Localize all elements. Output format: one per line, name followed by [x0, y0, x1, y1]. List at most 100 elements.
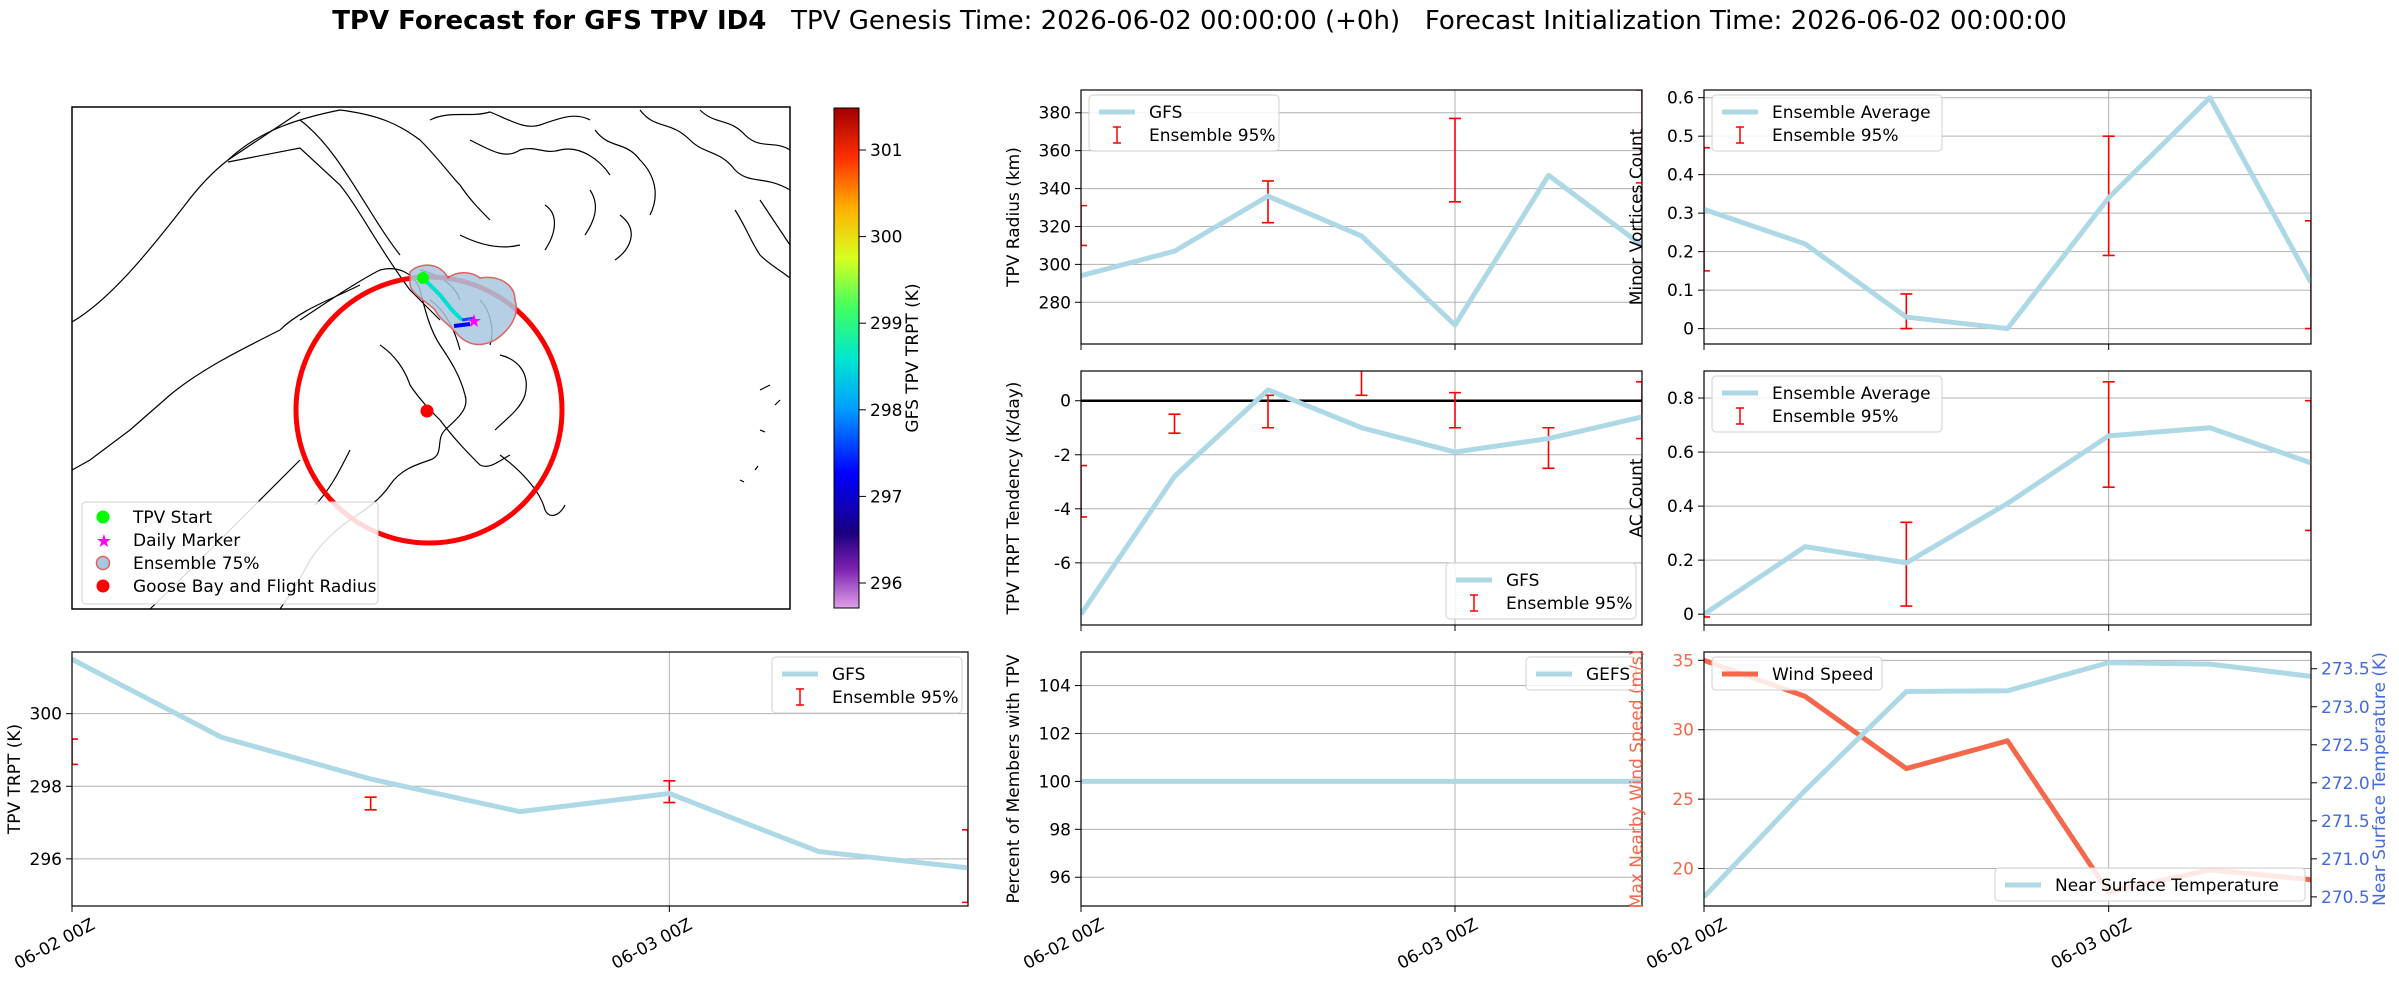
- chart-minor-legend-errorbar-swatch: [1736, 126, 1744, 144]
- chart-tendency-errorbar: [1636, 381, 1642, 440]
- tpv-start-icon: [96, 510, 110, 524]
- chart-wind_temp-ytick-label: 20: [1672, 860, 1694, 880]
- chart-ac-legend-label: Ensemble 95%: [1772, 407, 1899, 427]
- chart-ac-ytick-label: 0: [1683, 605, 1694, 625]
- colorbar-tick-label: 296: [870, 574, 902, 594]
- chart-minor-ytick-label: 0.3: [1667, 204, 1694, 224]
- goose-bay-marker: [420, 404, 434, 418]
- chart-wind_temp: 20 25 30 35 Max Nearby Wind Speed (m/s) 270.5…: [1627, 650, 2390, 974]
- chart-wind_temp-ytick-label: 35: [1672, 651, 1694, 671]
- chart-trpt-legend-label: GFS: [832, 665, 865, 685]
- chart-radius-ytick-label: 320: [1039, 217, 1071, 237]
- chart-tendency-legend: [1445, 562, 1637, 620]
- chart-minor-legend: [1711, 94, 1943, 152]
- chart-wind_temp-ylabel-right: Near Surface Temperature (K): [2370, 652, 2390, 906]
- chart-radius-legend-label: GFS: [1149, 103, 1182, 123]
- colorbar-tick-label: 299: [870, 314, 902, 334]
- figure-title: TPV Forecast for GFS TPV ID4 TPV Genesis…: [0, 6, 2399, 36]
- title-bold: TPV Forecast for GFS TPV ID4: [332, 6, 767, 36]
- chart-wind_temp-ytick-right-label: 273.0: [2321, 698, 2370, 718]
- chart-percent-ytick-label: 100: [1039, 772, 1071, 792]
- chart-minor-errorbar: [1704, 146, 1710, 272]
- chart-wind_temp-legend-label: Near Surface Temperature: [2055, 876, 2279, 896]
- ensemble-75-patch: [409, 264, 517, 346]
- chart-wind_temp-ytick-right-label: 271.5: [2321, 812, 2370, 832]
- chart-radius-errorbar: [1262, 180, 1274, 224]
- tpv-track-segment-2: [461, 316, 476, 322]
- map-legend-box: [81, 501, 379, 605]
- chart-tendency-ylabel: TPV TRPT Tendency (K/day): [1004, 382, 1024, 616]
- chart-percent-legend-label: GEFS: [1586, 665, 1630, 685]
- chart-tendency-ytick-label: -6: [1054, 554, 1071, 574]
- ensemble-75-icon: [95, 555, 111, 571]
- map-legend: ★ TPV Start Daily Marker Ensemble 75% Go…: [81, 501, 379, 605]
- chart-radius-ytick-label: 300: [1039, 255, 1071, 275]
- chart-percent-ytick-label: 102: [1039, 724, 1071, 744]
- chart-ac-legend-errorbar-swatch: [1736, 407, 1744, 425]
- chart-ac-ytick-label: 0.2: [1667, 551, 1694, 571]
- chart-radius: 280 300 320 340 360 380 TPV Radius (km) GFS Ense…: [1004, 89, 1643, 350]
- chart-wind_temp-series-line: [1704, 657, 2311, 895]
- map-legend-label-2: Ensemble 75%: [133, 554, 260, 574]
- chart-minor-errorbar: [2305, 220, 2311, 330]
- colorbar-gradient: [833, 107, 860, 609]
- chart-trpt-legend-label: Ensemble 95%: [832, 688, 959, 708]
- chart-minor-ytick-label: 0.5: [1667, 127, 1694, 147]
- colorbar-tick-label: 297: [870, 487, 902, 507]
- chart-trpt-legend-errorbar-swatch: [796, 688, 804, 706]
- map-legend-label-1: Daily Marker: [133, 531, 240, 551]
- chart-percent-xtick-label: 06-03 00Z: [1394, 915, 1481, 974]
- chart-wind_temp-ytick-right-label: 272.5: [2321, 736, 2370, 756]
- colorbar-label: GFS TPV TRPT (K): [903, 283, 923, 432]
- chart-tendency-ytick-label: -2: [1054, 446, 1071, 466]
- chart-minor-plot: [1704, 95, 2311, 332]
- chart-minor-ytick-label: 0.2: [1667, 243, 1694, 263]
- chart-radius-ytick-label: 360: [1039, 142, 1071, 162]
- chart-minor-ytick-label: 0.1: [1667, 281, 1694, 301]
- chart-ac-legend: [1711, 375, 1943, 433]
- chart-minor-ylabel: Minor Vortices Count: [1627, 128, 1647, 305]
- chart-wind_temp-ytick-label: 30: [1672, 721, 1694, 741]
- chart-radius-legend-label: Ensemble 95%: [1149, 126, 1276, 146]
- map-legend-label-0: TPV Start: [132, 508, 213, 528]
- chart-percent-legend: [1525, 656, 1637, 691]
- chart-percent-xtick-label: 06-02 00Z: [1020, 915, 1107, 974]
- chart-trpt-xtick-label: 06-03 00Z: [609, 915, 696, 974]
- chart-ac-ytick-label: 0.6: [1667, 443, 1694, 463]
- chart-tendency-legend-errorbar-swatch: [1470, 594, 1478, 612]
- chart-minor-legend-label: Ensemble Average: [1772, 103, 1931, 123]
- title-init: Forecast Initialization Time: 2026-06-02…: [1424, 6, 2067, 36]
- daily-marker-star: ★: [466, 311, 482, 332]
- chart-wind_temp-xtick-label: 06-03 00Z: [2048, 915, 2135, 974]
- chart-tendency-ytick-label: -4: [1054, 500, 1071, 520]
- chart-trpt-errorbar: [962, 829, 968, 904]
- chart-tendency-legend-label: Ensemble 95%: [1506, 594, 1633, 614]
- chart-trpt-series-line: [72, 657, 968, 871]
- chart-percent-ytick-label: 104: [1039, 677, 1071, 697]
- tpv-start-marker: [417, 272, 429, 284]
- chart-ac-ytick-label: 0.8: [1667, 389, 1694, 409]
- chart-tendency-series-line: [1081, 387, 1642, 616]
- chart-minor-errorbar: [1900, 293, 1913, 330]
- chart-radius-errorbar: [1081, 204, 1087, 247]
- chart-radius-legend: [1088, 94, 1280, 152]
- chart-ac-ylabel: AC Count: [1627, 458, 1647, 537]
- chart-tendency-ytick-label: 0: [1060, 392, 1071, 412]
- chart-ac-frame: [1703, 370, 2312, 626]
- chart-tendency-errorbar: [1081, 464, 1087, 518]
- tpv-track-gfs: [421, 276, 464, 322]
- chart-wind_temp-series-line: [1704, 660, 2311, 899]
- chart-wind_temp-ytick-right-label: 272.0: [2321, 774, 2370, 794]
- chart-trpt-ytick-label: 300: [30, 705, 62, 725]
- tpv-track-segment: [453, 322, 471, 328]
- chart-ac-plot: [1704, 381, 2311, 618]
- chart-radius-ytick-label: 280: [1039, 293, 1071, 313]
- chart-ac-series-line: [1704, 425, 2311, 617]
- colorbar-tick-label: 298: [870, 401, 902, 421]
- chart-trpt-frame: [71, 651, 969, 907]
- map-legend-label-3: Goose Bay and Flight Radius: [133, 577, 377, 597]
- chart-tendency-errorbar: [1542, 426, 1555, 470]
- chart-wind_temp-legend: [1711, 656, 1883, 691]
